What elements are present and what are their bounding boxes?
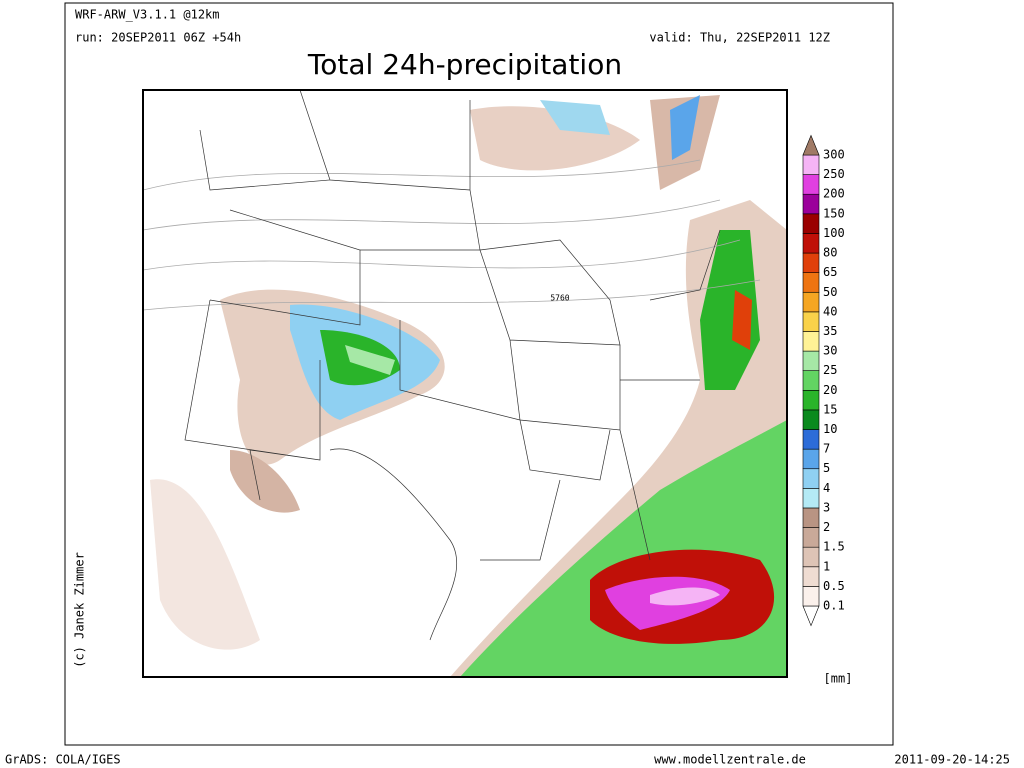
precip-area (345, 345, 395, 375)
footer-center: www.modellzentrale.de (654, 753, 806, 767)
colorbar-label: 15 (823, 402, 837, 416)
valid-label: valid: Thu, 22SEP2011 12Z (649, 31, 830, 45)
state-border (184, 90, 721, 561)
colorbar-label: 7 (823, 442, 830, 456)
precip-area (540, 100, 610, 135)
colorbar-label: 200 (823, 187, 845, 201)
precip-area (150, 479, 260, 650)
colorbar-label: 65 (823, 265, 837, 279)
colorbar-label: 40 (823, 304, 837, 318)
state-border (329, 448, 457, 641)
colorbar-box (802, 429, 820, 450)
footer-left: GrADS: COLA/IGES (5, 753, 121, 767)
contour-line (143, 159, 761, 311)
colorbar-label: 300 (823, 148, 845, 162)
colorbar-label: 150 (823, 206, 845, 220)
colorbar-box (802, 448, 820, 470)
colorbar-box (802, 468, 820, 489)
colorbar-box (802, 174, 820, 195)
precip-area (230, 450, 300, 513)
precip-area (650, 587, 720, 606)
colorbar-label: 4 (823, 481, 830, 495)
colorbar-box (802, 350, 820, 371)
colorbar-label: 35 (823, 324, 837, 338)
colorbar-label: 50 (823, 285, 837, 299)
model-label: WRF-ARW_V3.1.1 @12km (75, 8, 220, 22)
colorbar-box (802, 586, 820, 607)
frame (64, 2, 894, 746)
colorbar-label: 20 (823, 383, 837, 397)
precip-area (700, 230, 760, 390)
colorbar-box (802, 252, 820, 273)
map: 5760 (143, 90, 787, 677)
colorbar-triangle (802, 134, 820, 156)
colorbar-label: 1.5 (823, 540, 845, 554)
footer-right: 2011-09-20-14:25 (894, 753, 1010, 767)
colorbar-label: 100 (823, 226, 845, 240)
colorbar: 0.1 0.5 1 1.5 2 3 4 5 7 10 15 20 25 30 35 40 50 65 80 100 15… (802, 134, 845, 627)
colorbar-label: 250 (823, 167, 845, 181)
colorbar-box (802, 488, 820, 509)
colorbar-label: 10 (823, 422, 837, 436)
colorbar-box (802, 390, 820, 411)
run-label: run: 20SEP2011 06Z +54h (75, 31, 241, 45)
colorbar-box (802, 370, 820, 391)
colorbar-label: 2 (823, 520, 830, 534)
colorbar-box (802, 233, 820, 254)
precip-area (670, 95, 700, 160)
colorbar-box (802, 546, 820, 568)
map-frame (142, 89, 788, 678)
colorbar-box (802, 311, 820, 332)
colorbar-box (802, 154, 820, 175)
colorbar-label: 0.5 (823, 579, 845, 593)
credit: (c) Janek Zimmer (73, 552, 87, 668)
colorbar-label: 5 (823, 461, 830, 475)
colorbar-label: 25 (823, 363, 837, 377)
colorbar-box (802, 291, 820, 313)
colorbar-label: 30 (823, 344, 837, 358)
colorbar-box (802, 331, 820, 352)
colorbar-box (802, 527, 820, 548)
colorbar-box (802, 409, 820, 430)
colorbar-box (802, 566, 820, 587)
colorbar-label: 0.1 (823, 599, 845, 613)
precip-area (732, 290, 752, 350)
colorbar-box (802, 213, 820, 234)
unit-label: [mm] (824, 672, 853, 686)
contour-label: 5760 (550, 294, 569, 303)
colorbar-label: 80 (823, 246, 837, 260)
colorbar-box (802, 507, 820, 528)
colorbar-label: 1 (823, 559, 830, 573)
colorbar-triangle (802, 605, 820, 627)
colorbar-box (802, 193, 820, 215)
colorbar-box (802, 272, 820, 293)
colorbar-label: 3 (823, 500, 830, 514)
map-title: Total 24h-precipitation (307, 48, 622, 81)
